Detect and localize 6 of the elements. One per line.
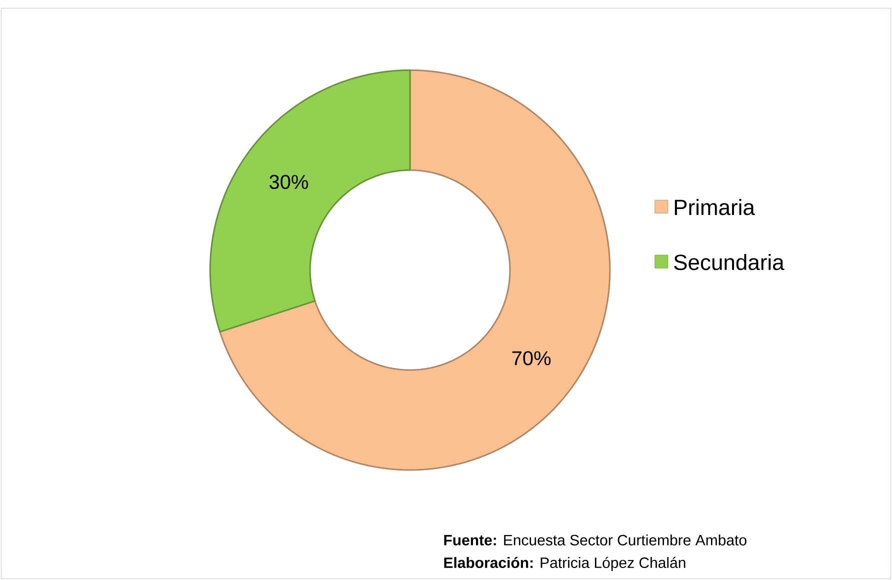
- legend-label: Primaria: [674, 198, 755, 216]
- data-label: 30%: [269, 174, 308, 189]
- data-label: 70%: [512, 351, 551, 366]
- text: Elaboración: Patricia López Chalán: [444, 556, 686, 571]
- legend-label: Secundaria: [674, 254, 784, 270]
- text: Fuente: Encuesta Sector Curtiembre Ambato: [444, 534, 746, 546]
